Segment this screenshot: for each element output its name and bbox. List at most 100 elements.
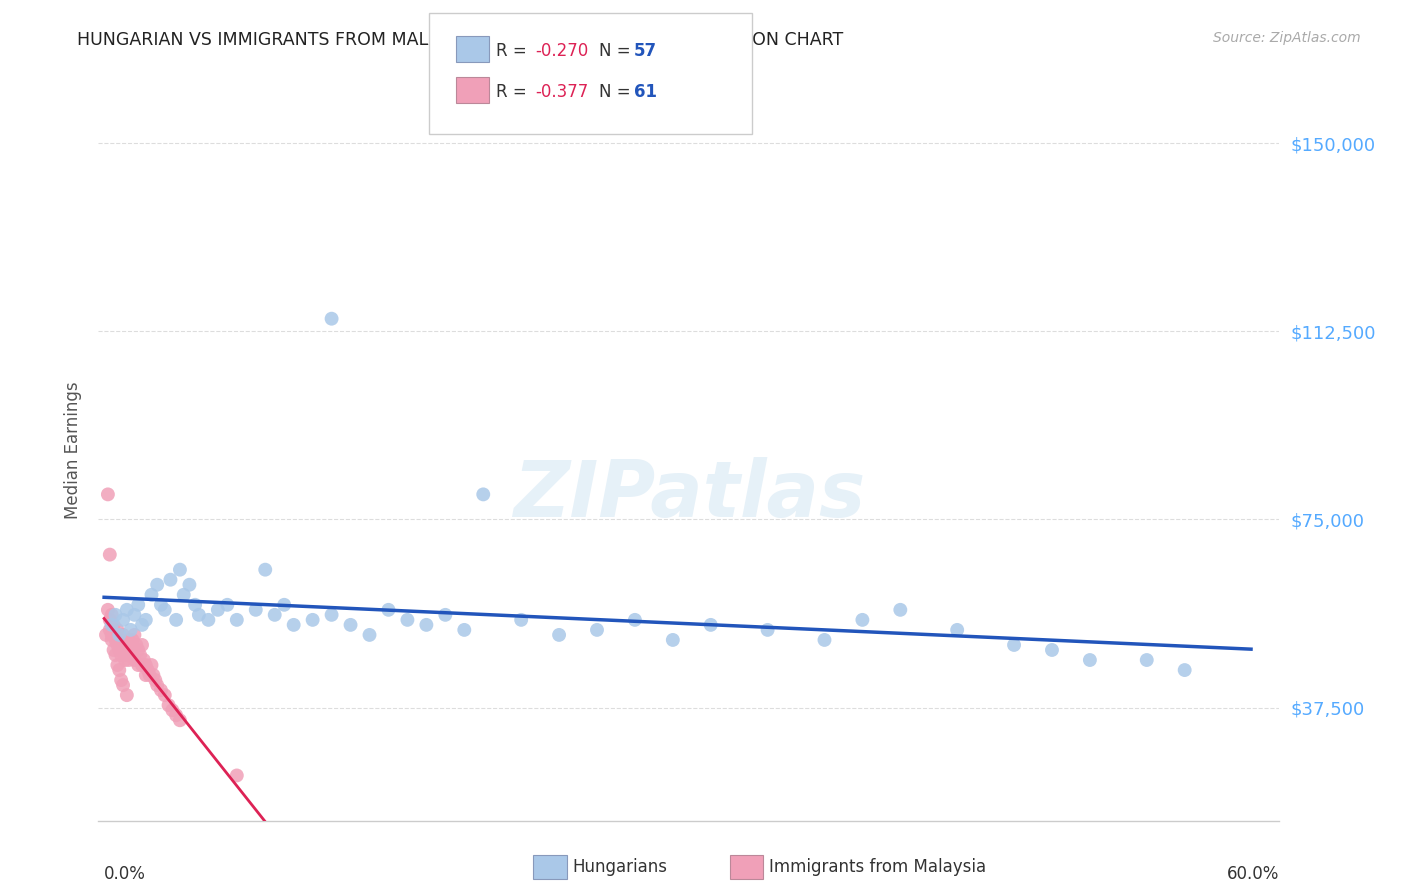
Point <box>149 598 172 612</box>
Point <box>169 563 191 577</box>
Point <box>548 628 571 642</box>
Point <box>700 618 723 632</box>
Point <box>135 613 157 627</box>
Point <box>165 613 187 627</box>
Point <box>131 638 153 652</box>
Point <box>624 613 647 627</box>
Point <box>94 628 117 642</box>
Point <box>141 588 163 602</box>
Text: Hungarians: Hungarians <box>572 858 668 876</box>
Text: 61: 61 <box>634 83 657 101</box>
Point <box>273 598 295 612</box>
Text: N =: N = <box>599 83 636 101</box>
Point <box>112 678 135 692</box>
Point <box>159 573 181 587</box>
Point <box>129 648 152 662</box>
Point <box>97 487 120 501</box>
Point <box>131 618 153 632</box>
Point <box>263 607 285 622</box>
Point <box>100 607 122 622</box>
Point <box>138 668 160 682</box>
Text: Source: ZipAtlas.com: Source: ZipAtlas.com <box>1213 31 1361 45</box>
Point <box>103 643 125 657</box>
Point <box>114 648 136 662</box>
Point <box>321 311 343 326</box>
Text: 60.0%: 60.0% <box>1227 865 1279 883</box>
Point <box>104 632 127 647</box>
Point <box>453 623 475 637</box>
Point <box>125 638 148 652</box>
Text: ZIPatlas: ZIPatlas <box>513 457 865 533</box>
Point <box>124 653 146 667</box>
Point <box>1002 638 1025 652</box>
Point <box>127 658 149 673</box>
Point <box>98 548 121 562</box>
Point <box>1174 663 1197 677</box>
Point <box>142 668 165 682</box>
Point <box>100 632 122 647</box>
Point <box>105 623 128 637</box>
Point <box>118 653 141 667</box>
Text: Immigrants from Malaysia: Immigrants from Malaysia <box>769 858 986 876</box>
Point <box>889 603 911 617</box>
Point <box>283 618 305 632</box>
Point <box>132 653 155 667</box>
Text: R =: R = <box>496 42 533 60</box>
Point <box>120 643 142 657</box>
Point <box>472 487 495 501</box>
Point <box>112 628 135 642</box>
Point <box>112 613 135 627</box>
Point <box>146 578 169 592</box>
Point <box>108 632 131 647</box>
Point <box>108 663 131 677</box>
Point <box>254 563 277 577</box>
Point <box>121 648 143 662</box>
Point <box>207 603 229 617</box>
Point <box>157 698 180 713</box>
Point <box>105 638 128 652</box>
Text: N =: N = <box>599 42 636 60</box>
Point <box>115 603 138 617</box>
Point <box>124 607 146 622</box>
Point <box>120 623 142 637</box>
Point <box>173 588 195 602</box>
Point <box>141 658 163 673</box>
Text: -0.377: -0.377 <box>536 83 589 101</box>
Point <box>112 643 135 657</box>
Point <box>121 632 143 647</box>
Point <box>131 658 153 673</box>
Point <box>115 638 138 652</box>
Point <box>165 708 187 723</box>
Point <box>127 598 149 612</box>
Point <box>135 668 157 682</box>
Point <box>103 618 125 632</box>
Point <box>946 623 969 637</box>
Text: HUNGARIAN VS IMMIGRANTS FROM MALAYSIA MEDIAN EARNINGS CORRELATION CHART: HUNGARIAN VS IMMIGRANTS FROM MALAYSIA ME… <box>77 31 844 49</box>
Point <box>301 613 323 627</box>
Point <box>104 648 127 662</box>
Point <box>813 632 835 647</box>
Point <box>1136 653 1159 667</box>
Point <box>179 578 201 592</box>
Point <box>127 643 149 657</box>
Point <box>162 703 184 717</box>
Point <box>135 658 157 673</box>
Text: R =: R = <box>496 83 533 101</box>
Point <box>396 613 419 627</box>
Point <box>359 628 381 642</box>
Point <box>197 613 219 627</box>
Point <box>225 768 247 782</box>
Point <box>104 628 127 642</box>
Point <box>103 623 125 637</box>
Point <box>124 628 146 642</box>
Point <box>136 663 159 677</box>
Point <box>586 623 609 637</box>
Point <box>149 683 172 698</box>
Point <box>415 618 437 632</box>
Point <box>114 653 136 667</box>
Point <box>434 607 457 622</box>
Point <box>108 643 131 657</box>
Point <box>510 613 533 627</box>
Point <box>1040 643 1063 657</box>
Point <box>662 632 685 647</box>
